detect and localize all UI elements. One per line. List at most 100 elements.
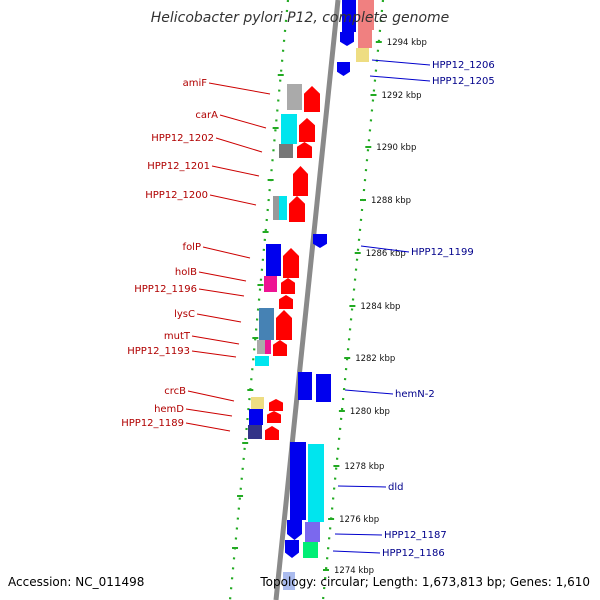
reverse-gene-arrow — [285, 540, 299, 558]
forward-gene-arrow — [289, 196, 305, 222]
map-title: Helicobacter pylori P12, complete genome — [151, 10, 450, 26]
gene-block — [257, 340, 265, 354]
scale-tick-label: 1284 kbp — [360, 302, 400, 312]
label-leader — [198, 288, 245, 297]
label-leader — [215, 137, 263, 153]
gene-label: carA — [195, 110, 218, 121]
gene-label: lysC — [174, 309, 195, 320]
gene-label: HPP12_1202 — [151, 133, 214, 144]
gene-label: amiF — [183, 78, 208, 89]
gene-block — [279, 196, 287, 220]
forward-gene-arrow — [304, 86, 320, 112]
gene-block — [273, 196, 279, 220]
accession-text: Accession: NC_011498 — [8, 575, 144, 589]
scale-tick-label: 1288 kbp — [371, 196, 411, 206]
scale-tick-label: 1274 kbp — [334, 566, 374, 576]
label-leader — [196, 313, 242, 323]
gene-block — [264, 276, 277, 292]
ring-dotted-lines — [228, 0, 385, 600]
gene-label: HPP12_1186 — [382, 548, 445, 559]
gene-labels: amiF carA HPP12_1202 HPP12_1201 HPP12_1200fo… — [121, 60, 495, 559]
scale-tick-label: 1294 kbp — [387, 38, 427, 48]
gene-label: mutT — [164, 331, 191, 342]
forward-gene-arrow — [299, 118, 315, 142]
gene-label: dld — [388, 482, 403, 493]
label-leader — [202, 246, 251, 259]
forward-gene-arrow — [269, 399, 283, 411]
gene-block — [287, 84, 302, 110]
scale-ticks: 1294 kbp 1292 kbp 1290 kbp 1288 kbp 1286 kbp… — [232, 38, 427, 576]
gene-block — [303, 542, 318, 558]
gene-label: HPP12_1199 — [411, 247, 474, 258]
label-leader — [332, 550, 381, 554]
gene-block — [281, 114, 297, 144]
scale-tick-label: 1286 kbp — [366, 249, 406, 259]
gene-block — [248, 425, 262, 439]
label-leader — [219, 114, 267, 129]
forward-gene-arrow — [267, 411, 281, 423]
label-leader — [187, 390, 235, 402]
gene-label: HPP12_1206 — [432, 60, 495, 71]
gene-block — [290, 442, 306, 520]
label-leader — [360, 245, 410, 253]
forward-gene-arrow — [279, 295, 293, 309]
label-leader — [371, 59, 431, 66]
gene-block — [283, 572, 295, 590]
gene-label: hemD — [154, 404, 184, 415]
label-leader — [185, 422, 231, 432]
reverse-gene-arrow — [337, 62, 350, 76]
gene-label: HPP12_1196 — [134, 284, 197, 295]
gene-label: HPP12_1187 — [384, 530, 447, 541]
forward-gene-arrow — [273, 340, 287, 356]
label-leader — [344, 389, 394, 395]
gene-label: folP — [183, 242, 201, 253]
reverse-gene-arrow — [340, 32, 354, 46]
label-leader-lines — [185, 59, 431, 554]
gene-block — [265, 340, 271, 354]
label-leader — [185, 408, 233, 417]
gene-block — [259, 308, 274, 340]
scale-tick-label: 1290 kbp — [376, 143, 416, 153]
gene-block — [305, 522, 320, 542]
gene-block — [316, 374, 331, 402]
gene-block — [298, 372, 312, 400]
gene-block — [249, 409, 263, 425]
gene-label: HPP12_1193 — [127, 346, 190, 357]
gene-label: HPP12_1205 — [432, 76, 495, 87]
forward-gene-arrow — [265, 426, 279, 440]
forward-gene-arrow — [281, 278, 295, 294]
gene-block — [255, 356, 269, 366]
forward-gene-arrow — [276, 310, 292, 340]
scale-tick-label: 1282 kbp — [355, 354, 395, 364]
ring-dots-inner — [228, 0, 290, 600]
gene-block — [266, 244, 281, 276]
label-leader — [198, 271, 247, 282]
gene-label: HPP12_1189 — [121, 418, 184, 429]
label-leader — [209, 194, 257, 206]
label-leader — [191, 350, 237, 358]
gene-label: holB — [175, 267, 197, 278]
backbone-stroke — [273, 0, 341, 600]
gene-block — [308, 444, 324, 522]
gene-block — [342, 0, 356, 32]
gene-block — [358, 0, 374, 30]
scale-tick-label: 1278 kbp — [344, 462, 384, 472]
label-leader — [337, 485, 387, 488]
scale-tick-label: 1276 kbp — [339, 515, 379, 525]
gene-label: HPP12_1200 — [145, 190, 208, 201]
gene-label: crcB — [164, 386, 186, 397]
reverse-gene-arrow — [287, 520, 302, 540]
gene-features — [248, 0, 374, 590]
label-leader — [211, 165, 260, 177]
gene-block — [279, 144, 293, 158]
genome-summary-text: Topology: circular; Length: 1,673,813 bp… — [259, 575, 590, 589]
label-leader — [208, 82, 271, 95]
gene-block — [251, 397, 264, 409]
scale-tick-label: 1280 kbp — [350, 407, 390, 417]
scale-tick-label: 1292 kbp — [382, 91, 422, 101]
label-leader — [369, 75, 431, 82]
gene-block — [356, 48, 369, 62]
label-leader — [334, 533, 383, 536]
